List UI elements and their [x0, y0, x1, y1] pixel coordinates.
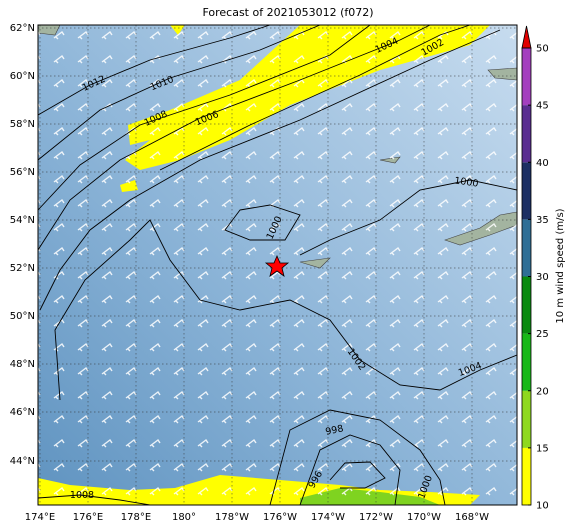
isobars	[38, 25, 517, 505]
lon-label: 178°W	[215, 512, 249, 523]
lat-label: 44°N	[10, 456, 35, 467]
lon-label: 168°W	[455, 512, 489, 523]
colorbar-segment	[522, 447, 531, 505]
map-frame	[37, 24, 518, 506]
colorbar-tick-label: 20	[536, 386, 549, 397]
colorbar-segment	[522, 390, 531, 448]
lon-labels: 174°E 176°E 178°E 180° 178°W 176°W 174°W…	[25, 512, 489, 523]
lon-label: 178°E	[121, 512, 151, 523]
map-title: Forecast of 2021053012 (f072)	[202, 6, 373, 19]
lat-labels: 62°N 60°N 58°N 56°N 54°N 52°N 50°N 48°N …	[10, 23, 35, 467]
colorbar-tick-label: 25	[536, 329, 549, 340]
colorbar-extend	[521, 25, 532, 49]
lat-label: 46°N	[10, 407, 35, 418]
colorbar: 10 15 20 25 30 35 40 45 50	[521, 25, 549, 512]
colorbar-segment	[522, 276, 531, 334]
lat-label: 56°N	[10, 167, 35, 178]
lon-label: 174°E	[25, 512, 55, 523]
colorbar-tick-label: 10	[536, 501, 549, 512]
lon-label: 180°	[172, 512, 196, 523]
contour-label: 1000	[454, 175, 479, 189]
lat-label: 50°N	[10, 311, 35, 322]
colorbar-tick-label: 45	[536, 101, 549, 112]
location-star	[264, 254, 290, 277]
colorbar-tick-label: 15	[536, 443, 549, 454]
colorbar-segment	[522, 219, 531, 277]
lat-label: 48°N	[10, 359, 35, 370]
contour-label: 1008	[70, 490, 94, 501]
colorbar-segment	[522, 48, 531, 106]
colorbar-segment	[522, 333, 531, 391]
contour-label: 998	[324, 423, 344, 438]
colorbar-tick-label: 50	[536, 44, 549, 55]
lat-label: 58°N	[10, 119, 35, 130]
lon-label: 170°W	[407, 512, 441, 523]
lat-label: 62°N	[10, 23, 35, 34]
colorbar-label: 10 m wind speed (m/s)	[555, 208, 566, 323]
lat-label: 54°N	[10, 215, 35, 226]
map-area: 1012 1010 1008 1006 1004 1002 1000 1000 …	[38, 25, 517, 505]
lon-label: 172°W	[359, 512, 393, 523]
lat-label: 60°N	[10, 71, 35, 82]
colorbar-tick-label: 40	[536, 158, 549, 169]
colorbar-segment	[522, 105, 531, 163]
colorbar-tick-label: 35	[536, 215, 549, 226]
lon-label: 176°W	[263, 512, 297, 523]
colorbar-segment	[522, 162, 531, 220]
lon-label: 174°W	[311, 512, 345, 523]
lat-label: 52°N	[10, 263, 35, 274]
lon-label: 176°E	[73, 512, 103, 523]
colorbar-tick-label: 30	[536, 272, 549, 283]
